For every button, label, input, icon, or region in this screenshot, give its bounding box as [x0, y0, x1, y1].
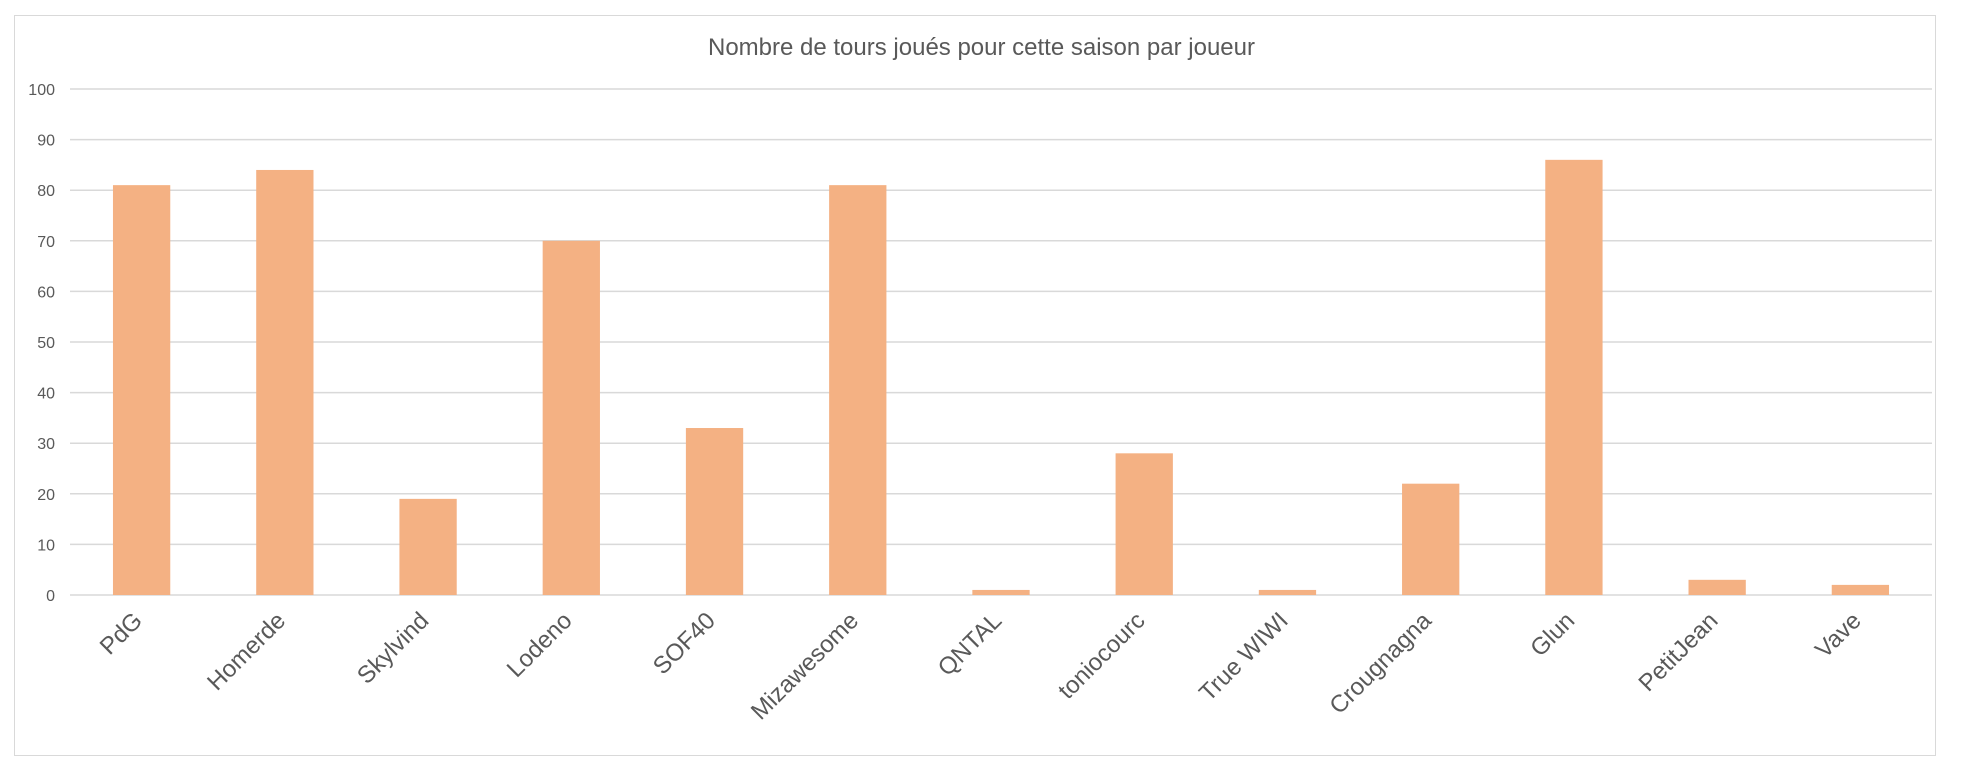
- y-tick-label: 0: [46, 588, 55, 605]
- y-tick-label: 10: [37, 537, 55, 554]
- x-tick-label: Vave: [1810, 607, 1867, 664]
- y-axis-ticks: 0 10 20 30 40 50 60 70 80 90 100: [28, 82, 55, 605]
- x-tick-label: Skylvind: [352, 607, 434, 689]
- y-tick-label: 100: [28, 82, 55, 99]
- y-tick-label: 80: [37, 183, 55, 200]
- y-tick-label: 40: [37, 386, 55, 403]
- bar-crougnagna: [1402, 483, 1460, 595]
- y-tick-label: 70: [37, 234, 55, 251]
- bar-pdg: [112, 185, 171, 595]
- y-tick-label: 20: [37, 487, 55, 504]
- bar-true-wiwi: [1258, 589, 1317, 595]
- chart-frame: [14, 15, 1936, 756]
- y-tick-label: 60: [37, 284, 55, 301]
- bar-petitjean: [1688, 579, 1746, 595]
- x-tick-label: Lodeno: [502, 607, 578, 683]
- bar-toniocourc: [1115, 453, 1173, 595]
- bars: [112, 159, 1890, 596]
- x-tick-label: QNTAL: [933, 607, 1007, 681]
- y-tick-label: 50: [37, 335, 55, 352]
- bar-glun: [1545, 159, 1603, 595]
- x-tick-label: PetitJean: [1634, 607, 1724, 697]
- gridlines: [70, 88, 1932, 596]
- x-tick-label: Glun: [1525, 607, 1580, 662]
- x-tick-label: Homerde: [202, 607, 291, 696]
- x-tick-label: Crougnagna: [1324, 607, 1437, 720]
- x-tick-label: toniocourc: [1053, 607, 1150, 704]
- bar-homerde: [256, 169, 314, 595]
- y-tick-label: 90: [37, 133, 55, 150]
- x-tick-label: SOF40: [648, 607, 721, 680]
- x-tick-label: True WIWI: [1194, 607, 1294, 707]
- x-axis-labels: PdG Homerde Skylvind Lodeno SOF40 Mizawesome Q…: [95, 607, 1867, 726]
- bar-vave: [1831, 584, 1890, 595]
- x-tick-label: PdG: [95, 607, 148, 660]
- bar-lodeno: [542, 240, 600, 596]
- bar-qntal: [972, 589, 1030, 595]
- bar-sof40: [685, 428, 744, 595]
- x-tick-label: Mizawesome: [746, 607, 864, 725]
- bar-skylvind: [399, 498, 457, 595]
- y-tick-label: 30: [37, 436, 55, 453]
- chart-title: Nombre de tours joués pour cette saison …: [708, 34, 1255, 61]
- bar-mizawesome: [829, 185, 887, 595]
